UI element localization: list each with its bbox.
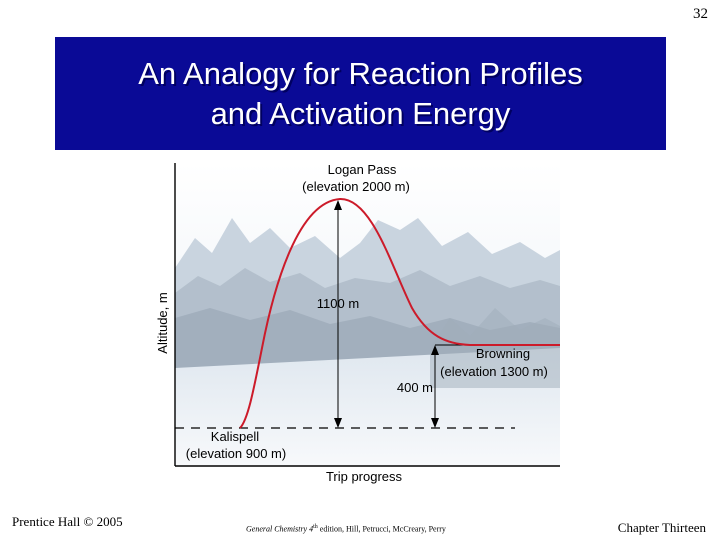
start-label-name: Kalispell bbox=[211, 429, 260, 444]
reaction-profile-figure: Logan Pass (elevation 2000 m) 1100 m Bro… bbox=[150, 158, 570, 490]
end-label-name: Browning bbox=[476, 346, 530, 361]
reaction-profile-curve bbox=[239, 197, 560, 429]
footer-book-title: General Chemistry 4 bbox=[246, 524, 314, 534]
title-band: An Analogy for Reaction Profiles and Act… bbox=[55, 37, 666, 150]
footer-chapter: Chapter Thirteen bbox=[617, 520, 706, 535]
peak-label-name: Logan Pass bbox=[328, 162, 397, 177]
slide-number: 32 bbox=[693, 6, 708, 22]
end-label-elevation: (elevation 1300 m) bbox=[440, 364, 548, 379]
energy-difference-arrow bbox=[431, 345, 439, 428]
activation-energy-arrow bbox=[334, 200, 342, 428]
difference-value-label: 400 m bbox=[397, 380, 433, 395]
activation-value-label: 1100 m bbox=[317, 296, 359, 311]
footer-authors: edition, Hill, Petrucci, McCreary, Perry bbox=[317, 524, 446, 534]
footer-edition-sup: th bbox=[313, 524, 318, 530]
footer-publisher: Prentice Hall © 2005 bbox=[12, 514, 123, 529]
y-axis-label: Altitude, m bbox=[155, 292, 170, 353]
title-line-1: An Analogy for Reaction Profiles bbox=[138, 55, 583, 91]
peak-label-elevation: (elevation 2000 m) bbox=[302, 179, 410, 194]
mountain-photo-background bbox=[175, 163, 560, 465]
x-axis-label: Trip progress bbox=[326, 469, 403, 484]
mountain-diagram: Logan Pass (elevation 2000 m) 1100 m Bro… bbox=[155, 162, 560, 484]
start-label-elevation: (elevation 900 m) bbox=[186, 446, 286, 461]
footer-citation: General Chemistry 4th edition, Hill, Pet… bbox=[246, 524, 446, 534]
title-line-2: and Activation Energy bbox=[210, 95, 511, 131]
